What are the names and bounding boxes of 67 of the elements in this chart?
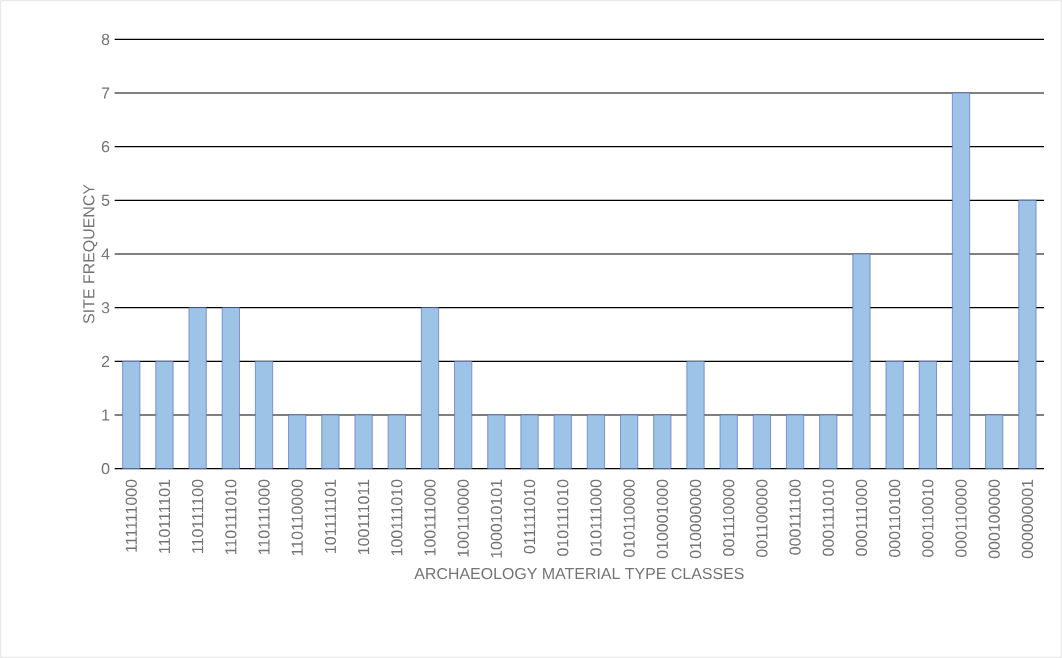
bar xyxy=(387,414,406,469)
bar xyxy=(122,361,141,469)
bar xyxy=(952,92,971,469)
bar xyxy=(686,361,705,469)
y-tick-label: 6 xyxy=(101,141,110,153)
bar xyxy=(255,361,274,469)
x-tick-label: 010001000 xyxy=(656,479,668,559)
x-tick-label: 110110000 xyxy=(291,479,303,556)
bar xyxy=(354,414,373,469)
bar xyxy=(1018,200,1037,469)
y-tick-label: 4 xyxy=(101,248,110,260)
bar xyxy=(454,361,473,469)
y-tick-label: 5 xyxy=(101,194,110,206)
bar xyxy=(288,414,307,469)
bar xyxy=(620,414,639,469)
bar xyxy=(487,414,506,469)
x-tick-label: 010111000 xyxy=(590,479,602,556)
x-tick-label: 010111010 xyxy=(557,479,569,556)
y-tick-label: 1 xyxy=(102,409,110,421)
x-tick-label: 001110000 xyxy=(723,479,735,556)
x-tick-label: 100111011 xyxy=(357,479,370,555)
bar xyxy=(221,307,240,469)
bar xyxy=(321,414,340,469)
x-tick-label: 001100000 xyxy=(756,479,768,558)
x-tick-label: 100010101 xyxy=(490,479,502,558)
bar xyxy=(155,361,174,469)
x-tick-label: 011111010 xyxy=(523,479,536,554)
x-tick-label: 100110000 xyxy=(457,479,469,557)
bar xyxy=(819,414,838,469)
bar xyxy=(885,361,904,469)
y-tick-label: 8 xyxy=(101,33,110,45)
x-tick-label: 110111010 xyxy=(225,479,237,555)
x-tick-label: 000111100 xyxy=(789,479,801,555)
x-axis-title: ARCHAEOLOGY MATERIAL TYPE CLASSES xyxy=(414,567,744,580)
bar xyxy=(553,414,572,469)
x-tick-label: 100111000 xyxy=(424,479,436,556)
bar xyxy=(420,307,439,469)
x-tick-label: 111111000 xyxy=(125,479,137,552)
bar xyxy=(752,414,771,469)
x-tick-label: 000111010 xyxy=(822,479,834,556)
x-tick-label: 100111010 xyxy=(391,479,403,556)
x-tick-label: 000100000 xyxy=(988,479,1000,559)
bar xyxy=(520,414,539,469)
x-tick-label: 110111100 xyxy=(192,479,204,553)
x-tick-label: 010110000 xyxy=(623,479,635,558)
bar xyxy=(586,414,605,469)
x-tick-label: 101111101 xyxy=(324,479,337,553)
y-tick-label: 7 xyxy=(101,87,110,99)
x-tick-label: 000110010 xyxy=(922,479,934,558)
y-tick-label: 3 xyxy=(101,302,110,314)
x-tick-label: 110111000 xyxy=(258,479,270,555)
bar xyxy=(786,414,805,469)
x-tick-label: 000000001 xyxy=(1021,479,1034,559)
x-tick-label: 110111101 xyxy=(158,479,171,553)
y-tick-label: 2 xyxy=(101,355,110,367)
bar xyxy=(985,414,1004,469)
x-tick-label: 000110000 xyxy=(955,479,967,558)
x-tick-label: 000111000 xyxy=(855,479,868,556)
bar xyxy=(918,361,937,469)
x-tick-label: 010000000 xyxy=(689,479,702,559)
bar xyxy=(188,307,207,469)
x-tick-label: 000110100 xyxy=(889,479,901,558)
bar xyxy=(719,414,738,469)
y-tick-label: 0 xyxy=(101,463,110,475)
y-axis-title: SITE FREQUENCY xyxy=(83,184,98,324)
bar xyxy=(852,253,871,469)
bar xyxy=(653,414,672,469)
